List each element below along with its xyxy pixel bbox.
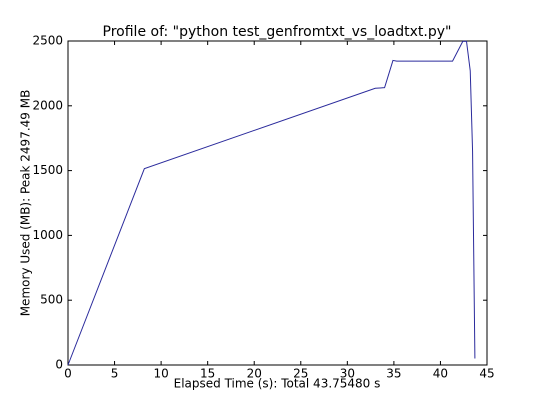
x-tick-label: 25 [293, 367, 308, 381]
x-tick-label: 10 [153, 367, 168, 381]
x-tick-label: 5 [111, 367, 119, 381]
chart-title: Profile of: "python test_genfromtxt_vs_l… [103, 24, 452, 40]
x-tick-label: 15 [200, 367, 215, 381]
y-tick-label: 2000 [32, 98, 63, 112]
data-line [67, 40, 476, 366]
x-tick-label: 0 [64, 367, 72, 381]
y-axis-label: Memory Used (MB): Peak 2497.49 MB [19, 90, 33, 317]
plot-frame [67, 40, 488, 366]
y-tick-label: 500 [40, 293, 63, 307]
y-tick-label: 1000 [32, 228, 63, 242]
y-tick-label: 0 [55, 358, 63, 372]
x-tick-label: 40 [433, 367, 448, 381]
y-tick-label: 1500 [32, 163, 63, 177]
x-tick-label: 30 [340, 367, 355, 381]
x-axis-label: Elapsed Time (s): Total 43.75480 s [174, 377, 381, 391]
x-tick-label: 45 [479, 367, 494, 381]
x-tick-label: 20 [247, 367, 262, 381]
x-tick-label: 35 [386, 367, 401, 381]
y-tick-label: 2500 [32, 34, 63, 48]
